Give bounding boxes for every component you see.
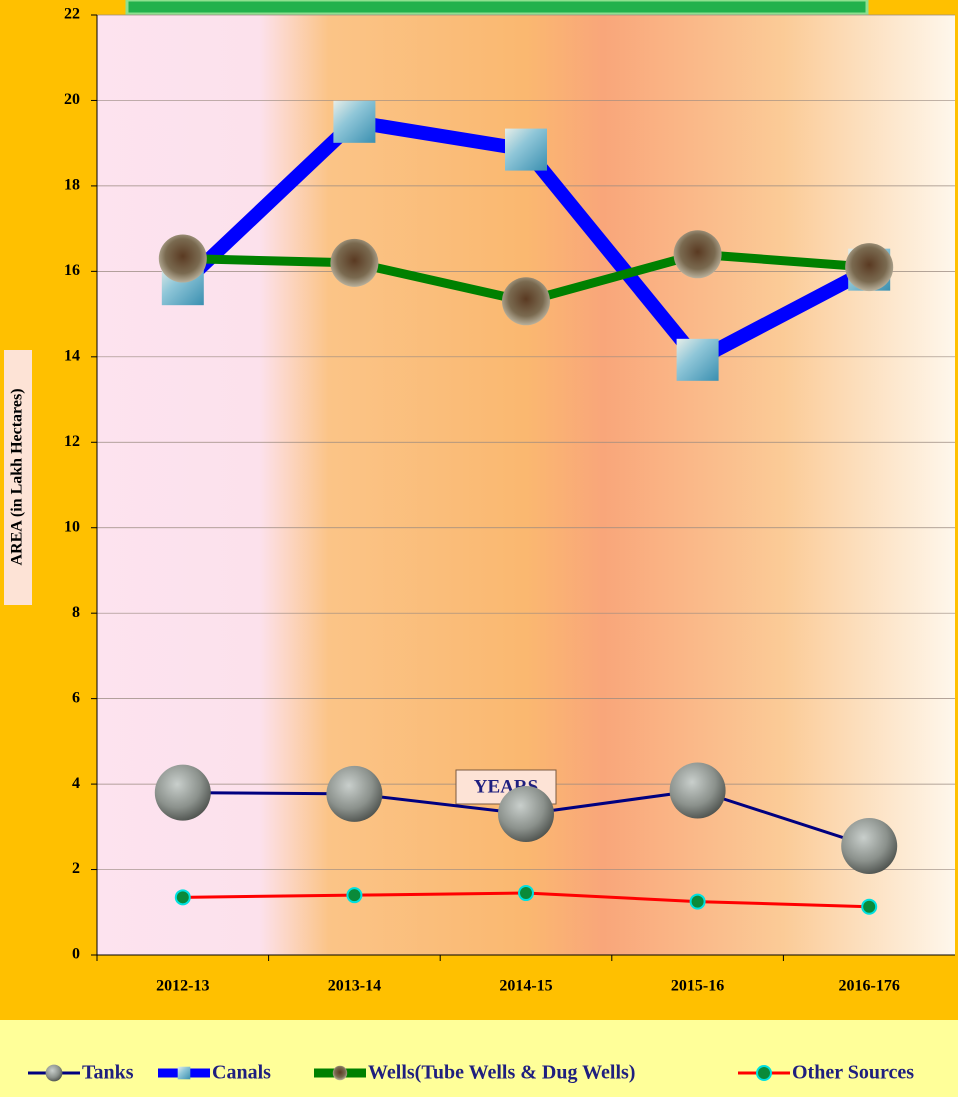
legend-marker bbox=[332, 1065, 348, 1081]
well-marker bbox=[502, 277, 550, 326]
canal-marker bbox=[177, 1066, 191, 1080]
well-marker bbox=[845, 243, 894, 292]
legend-label: Wells(Tube Wells & Dug Wells) bbox=[368, 1062, 635, 1084]
y-tick-label: 8 bbox=[72, 604, 80, 621]
tank-marker bbox=[669, 762, 726, 819]
legend-label: Tanks bbox=[82, 1062, 134, 1084]
y-tick-label: 16 bbox=[64, 262, 80, 279]
other-marker bbox=[346, 887, 363, 904]
x-tick-label: 2014-15 bbox=[499, 978, 552, 995]
other-marker bbox=[689, 893, 706, 910]
x-tick-label: 2012-13 bbox=[156, 978, 209, 995]
y-tick-label: 4 bbox=[72, 775, 80, 792]
well-marker bbox=[158, 234, 207, 283]
other-marker bbox=[518, 885, 534, 902]
legend-box bbox=[0, 1020, 958, 1097]
x-tick-label: 2015-16 bbox=[671, 978, 724, 995]
tank-marker bbox=[154, 764, 211, 821]
legend-marker bbox=[177, 1066, 191, 1080]
x-tick-label: 2016-176 bbox=[839, 978, 900, 995]
y-tick-label: 12 bbox=[64, 433, 80, 450]
y-tick-label: 20 bbox=[64, 91, 80, 108]
well-marker bbox=[673, 230, 722, 279]
well-marker bbox=[332, 1065, 348, 1081]
y-tick-label: 2 bbox=[72, 860, 80, 877]
other-marker bbox=[756, 1065, 772, 1081]
tank-marker bbox=[326, 765, 383, 822]
canal-marker bbox=[333, 100, 376, 143]
legend-marker bbox=[756, 1065, 772, 1081]
y-tick-label: 14 bbox=[64, 347, 80, 364]
y-tick-label: 0 bbox=[72, 946, 80, 963]
y-tick-label: 10 bbox=[64, 518, 80, 535]
tank-marker bbox=[841, 818, 898, 875]
well-marker bbox=[330, 238, 379, 287]
other-marker bbox=[861, 898, 878, 915]
x-tick-label: 2013-14 bbox=[328, 978, 381, 995]
legend-marker bbox=[45, 1064, 63, 1082]
tank-marker bbox=[498, 786, 554, 842]
canal-marker bbox=[676, 338, 719, 381]
y-label-box bbox=[4, 350, 32, 605]
y-tick-label: 22 bbox=[64, 6, 80, 23]
title-bar bbox=[125, 0, 869, 16]
legend-label: Canals bbox=[212, 1062, 271, 1084]
other-marker bbox=[174, 889, 191, 906]
y-tick-label: 6 bbox=[72, 689, 80, 706]
legend-label: Other Sources bbox=[792, 1062, 914, 1084]
canal-marker bbox=[505, 128, 547, 171]
y-axis-label: AREA (in Lakh Hectares) bbox=[9, 388, 26, 565]
tank-marker bbox=[45, 1064, 63, 1082]
y-tick-label: 18 bbox=[64, 177, 80, 194]
